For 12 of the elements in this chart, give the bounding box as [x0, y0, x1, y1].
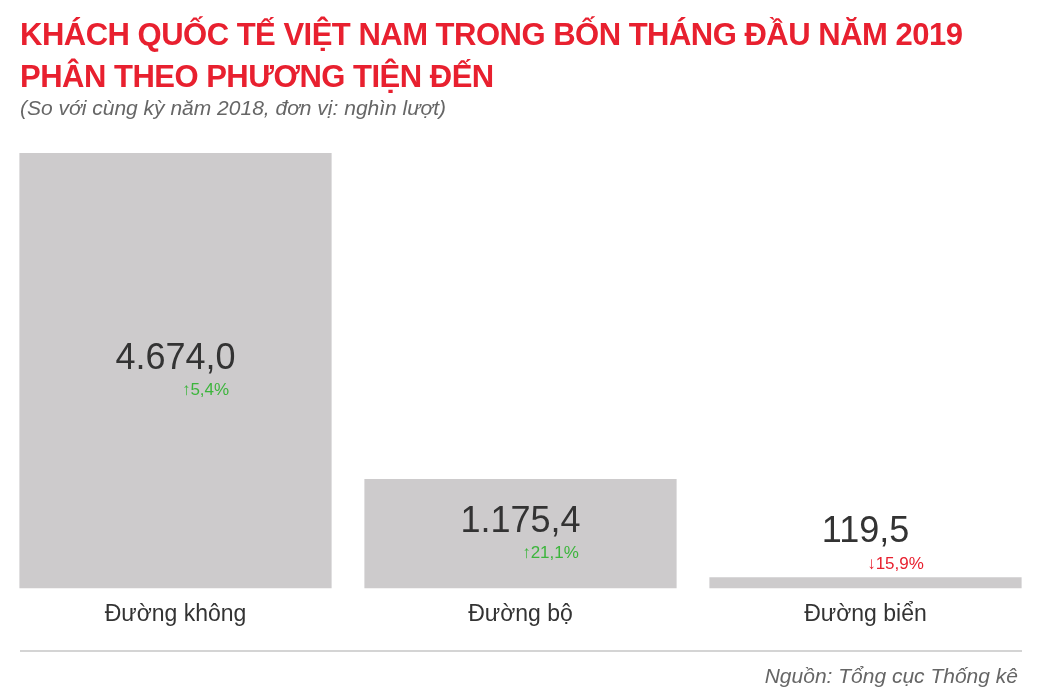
x-tick-label: Đường biển	[804, 599, 927, 626]
annotation: ↑5,4%	[181, 380, 230, 400]
text: Nguồn: Tổng cục Thống kê	[764, 664, 1018, 688]
annotation: ↑21,1%	[522, 543, 579, 563]
x-tick-label: Đường bộ	[468, 599, 573, 626]
x-tick-label: Đường không	[104, 599, 247, 626]
data-label: 1.175,4	[460, 498, 581, 540]
chart-subtitle: (So với cùng kỳ năm 2018, đơn vị: nghìn lượt)	[20, 96, 447, 120]
data-label: 119,5	[821, 509, 910, 551]
annotation: ↓15,9%	[867, 553, 924, 573]
data-label: 4.674,0	[115, 335, 236, 377]
chart-title: KHÁCH QUỐC TẾ VIỆT NAM TRONG BỐN THÁNG ĐẦU NĂM 2019 PHÂN THEO PHƯƠNG TIỆN ĐẾN	[20, 17, 963, 94]
